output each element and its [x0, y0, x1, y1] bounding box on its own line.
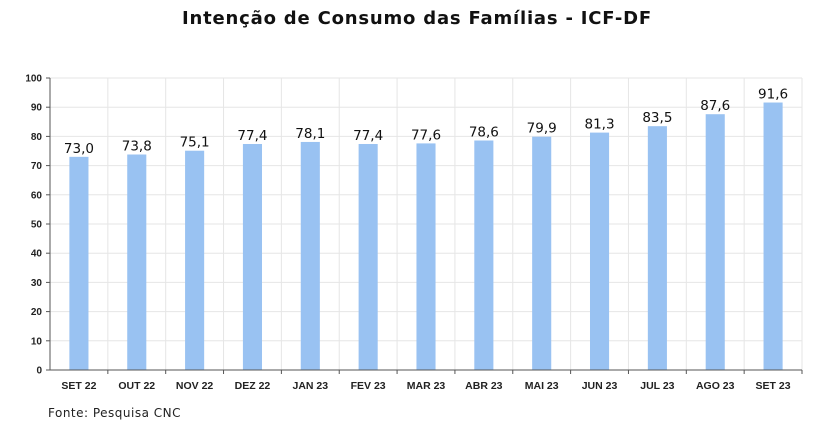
bars: [69, 102, 783, 371]
x-tick-label: JAN 23: [293, 380, 329, 392]
data-label: 91,6: [758, 87, 788, 103]
y-tick-label: 60: [31, 190, 43, 201]
y-tick-label: 90: [31, 103, 43, 114]
x-tick-label: OUT 22: [118, 380, 155, 392]
x-tick-label: FEV 23: [351, 380, 386, 392]
bar: [69, 156, 89, 370]
chart-area: 0 10 20 30 40 50 60 70 80 90 100 73,0 SET 22 73,8 OUT …: [14, 64, 820, 404]
data-label: 75,1: [180, 135, 210, 151]
bar: [647, 126, 667, 371]
x-tick-label: ABR 23: [465, 380, 503, 392]
x-tick-label: MAI 23: [525, 380, 559, 392]
bar: [474, 140, 494, 370]
labels: 0 10 20 30 40 50 60 70 80 90 100 73,0 SET 22 73,8 OUT …: [25, 74, 790, 393]
bar: [127, 154, 147, 370]
data-label: 81,3: [585, 117, 615, 133]
y-tick-label: 40: [31, 249, 43, 260]
bar-chart: 0 10 20 30 40 50 60 70 80 90 100 73,0 SET 22 73,8 OUT …: [25, 74, 803, 393]
bar: [300, 141, 320, 370]
x-tick-label: SET 23: [756, 380, 791, 392]
y-tick-label: 30: [31, 278, 43, 289]
y-tick-label: 100: [25, 74, 42, 85]
x-tick-label: JUN 23: [582, 380, 618, 392]
data-label: 73,8: [122, 139, 152, 155]
bar: [185, 150, 205, 370]
y-tick-label: 80: [31, 132, 43, 143]
data-label: 79,9: [527, 121, 557, 137]
bar: [705, 114, 725, 370]
chart-title: Intenção de Consumo das Famílias - ICF-D…: [182, 8, 652, 29]
data-label: 78,1: [295, 126, 325, 142]
y-tick-label: 20: [31, 307, 43, 318]
bar: [416, 143, 436, 370]
y-tick-label: 10: [31, 336, 43, 347]
bar: [242, 143, 263, 370]
bar: [589, 132, 610, 370]
bar: [532, 136, 552, 370]
x-tick-label: DEZ 22: [235, 380, 271, 392]
y-tick-label: 0: [36, 366, 42, 377]
bar: [358, 143, 378, 370]
data-label: 77,4: [353, 128, 383, 144]
x-tick-label: NOV 22: [176, 380, 214, 392]
bar: [763, 102, 783, 370]
data-label: 77,6: [411, 127, 441, 143]
data-label: 73,0: [64, 141, 94, 157]
data-label: 78,6: [469, 124, 499, 140]
x-tick-label: SET 22: [61, 380, 96, 392]
x-tick-label: JUL 23: [640, 380, 674, 392]
y-tick-label: 50: [31, 220, 43, 231]
data-label: 87,6: [700, 98, 730, 114]
y-tick-label: 70: [31, 161, 43, 172]
x-tick-label: MAR 23: [407, 380, 446, 392]
data-label: 77,4: [237, 128, 267, 144]
source-note: Fonte: Pesquisa CNC: [48, 406, 182, 420]
axes: [46, 77, 803, 374]
data-label: 83,5: [642, 110, 672, 126]
x-tick-label: AGO 23: [696, 380, 735, 392]
